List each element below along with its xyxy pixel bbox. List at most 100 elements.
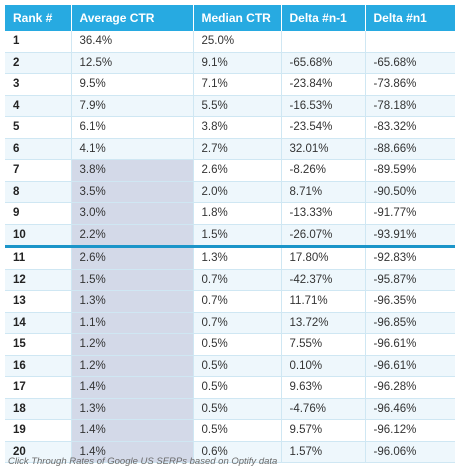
average-ctr-cell: 1.2% bbox=[71, 333, 194, 356]
delta-prev-cell: -23.54% bbox=[281, 116, 366, 139]
delta-first-cell: -96.85% bbox=[365, 312, 455, 334]
average-ctr-cell: 7.9% bbox=[71, 95, 194, 117]
median-ctr-cell: 1.8% bbox=[193, 202, 282, 225]
delta-first-cell: -96.28% bbox=[365, 376, 455, 399]
table-row: 4 7.9% 5.5% -16.53% -78.18% bbox=[5, 95, 455, 117]
table-body: 1 36.4% 25.0% 2 12.5% 9.1% -65.68% -65.68% 3 9.5%… bbox=[5, 31, 455, 463]
delta-first-cell: -89.59% bbox=[365, 159, 455, 182]
delta-first-cell: -91.77% bbox=[365, 202, 455, 225]
header-median-ctr: Median CTR bbox=[193, 5, 282, 31]
rank-cell: 1 bbox=[5, 31, 72, 53]
median-ctr-cell: 0.5% bbox=[193, 419, 282, 442]
median-ctr-cell: 0.7% bbox=[193, 290, 282, 313]
delta-first-cell: -92.83% bbox=[365, 246, 455, 270]
median-ctr-cell: 0.5% bbox=[193, 376, 282, 399]
rank-cell: 5 bbox=[5, 116, 72, 139]
table-row: 18 1.3% 0.5% -4.76% -96.46% bbox=[5, 398, 455, 420]
rank-cell: 7 bbox=[5, 159, 72, 182]
delta-prev-cell: -26.07% bbox=[281, 224, 366, 248]
delta-prev-cell: 1.57% bbox=[281, 441, 366, 463]
rank-cell: 11 bbox=[5, 246, 72, 270]
average-ctr-cell: 1.3% bbox=[71, 290, 194, 313]
delta-first-cell bbox=[365, 31, 455, 53]
average-ctr-cell: 12.5% bbox=[71, 52, 194, 74]
median-ctr-cell: 7.1% bbox=[193, 73, 282, 96]
average-ctr-cell: 1.1% bbox=[71, 312, 194, 334]
median-ctr-cell: 2.6% bbox=[193, 159, 282, 182]
median-ctr-cell: 9.1% bbox=[193, 52, 282, 74]
rank-cell: 13 bbox=[5, 290, 72, 313]
rank-cell: 3 bbox=[5, 73, 72, 96]
rank-cell: 4 bbox=[5, 95, 72, 117]
average-ctr-cell: 36.4% bbox=[71, 31, 194, 53]
table-row: 3 9.5% 7.1% -23.84% -73.86% bbox=[5, 73, 455, 96]
table-header-row: Rank # Average CTR Median CTR Delta #n-1… bbox=[5, 5, 455, 31]
table-row: 17 1.4% 0.5% 9.63% -96.28% bbox=[5, 376, 455, 399]
median-ctr-cell: 0.7% bbox=[193, 312, 282, 334]
delta-first-cell: -96.46% bbox=[365, 398, 455, 420]
header-delta-prev: Delta #n-1 bbox=[281, 5, 366, 31]
rank-cell: 16 bbox=[5, 355, 72, 377]
header-delta-first: Delta #n1 bbox=[365, 5, 455, 31]
delta-prev-cell: 8.71% bbox=[281, 181, 366, 203]
average-ctr-cell: 1.5% bbox=[71, 269, 194, 291]
delta-prev-cell: -23.84% bbox=[281, 73, 366, 96]
rank-cell: 10 bbox=[5, 224, 72, 248]
table-row: 6 4.1% 2.7% 32.01% -88.66% bbox=[5, 138, 455, 160]
delta-first-cell: -73.86% bbox=[365, 73, 455, 96]
table-row: 2 12.5% 9.1% -65.68% -65.68% bbox=[5, 52, 455, 74]
median-ctr-cell: 0.5% bbox=[193, 333, 282, 356]
delta-prev-cell: -4.76% bbox=[281, 398, 366, 420]
delta-first-cell: -88.66% bbox=[365, 138, 455, 160]
delta-first-cell: -96.12% bbox=[365, 419, 455, 442]
average-ctr-cell: 9.5% bbox=[71, 73, 194, 96]
median-ctr-cell: 5.5% bbox=[193, 95, 282, 117]
delta-prev-cell: -16.53% bbox=[281, 95, 366, 117]
delta-prev-cell: 7.55% bbox=[281, 333, 366, 356]
median-ctr-cell: 1.3% bbox=[193, 246, 282, 270]
table-caption: Click Through Rates of Google US SERPs b… bbox=[8, 456, 278, 467]
delta-prev-cell: -42.37% bbox=[281, 269, 366, 291]
table-row: 1 36.4% 25.0% bbox=[5, 31, 455, 53]
average-ctr-cell: 3.8% bbox=[71, 159, 194, 182]
rank-cell: 9 bbox=[5, 202, 72, 225]
average-ctr-cell: 1.4% bbox=[71, 419, 194, 442]
median-ctr-cell: 0.5% bbox=[193, 398, 282, 420]
average-ctr-cell: 1.2% bbox=[71, 355, 194, 377]
delta-prev-cell: 9.57% bbox=[281, 419, 366, 442]
delta-prev-cell: 32.01% bbox=[281, 138, 366, 160]
table-row: 8 3.5% 2.0% 8.71% -90.50% bbox=[5, 181, 455, 203]
rank-cell: 14 bbox=[5, 312, 72, 334]
average-ctr-cell: 6.1% bbox=[71, 116, 194, 139]
median-ctr-cell: 0.7% bbox=[193, 269, 282, 291]
table-row: 13 1.3% 0.7% 11.71% -96.35% bbox=[5, 290, 455, 313]
median-ctr-cell: 2.7% bbox=[193, 138, 282, 160]
average-ctr-cell: 1.3% bbox=[71, 398, 194, 420]
average-ctr-cell: 4.1% bbox=[71, 138, 194, 160]
delta-first-cell: -83.32% bbox=[365, 116, 455, 139]
table-row: 11 2.6% 1.3% 17.80% -92.83% bbox=[5, 246, 455, 270]
rank-cell: 17 bbox=[5, 376, 72, 399]
median-ctr-cell: 25.0% bbox=[193, 31, 282, 53]
delta-prev-cell: -8.26% bbox=[281, 159, 366, 182]
table-row: 19 1.4% 0.5% 9.57% -96.12% bbox=[5, 419, 455, 442]
delta-prev-cell: 17.80% bbox=[281, 246, 366, 270]
delta-first-cell: -90.50% bbox=[365, 181, 455, 203]
rank-cell: 8 bbox=[5, 181, 72, 203]
delta-prev-cell: 11.71% bbox=[281, 290, 366, 313]
median-ctr-cell: 0.6% bbox=[193, 441, 282, 463]
table-row: 9 3.0% 1.8% -13.33% -91.77% bbox=[5, 202, 455, 225]
header-average-ctr: Average CTR bbox=[71, 5, 194, 31]
average-ctr-cell: 1.4% bbox=[71, 441, 194, 463]
average-ctr-cell: 3.5% bbox=[71, 181, 194, 203]
median-ctr-cell: 1.5% bbox=[193, 224, 282, 248]
header-rank: Rank # bbox=[5, 5, 72, 31]
table-row: 7 3.8% 2.6% -8.26% -89.59% bbox=[5, 159, 455, 182]
rank-cell: 18 bbox=[5, 398, 72, 420]
rank-cell: 20 bbox=[5, 441, 72, 463]
ctr-table: Rank # Average CTR Median CTR Delta #n-1… bbox=[5, 5, 455, 463]
median-ctr-cell: 0.5% bbox=[193, 355, 282, 377]
table-row: 15 1.2% 0.5% 7.55% -96.61% bbox=[5, 333, 455, 356]
delta-first-cell: -93.91% bbox=[365, 224, 455, 248]
delta-prev-cell: 0.10% bbox=[281, 355, 366, 377]
